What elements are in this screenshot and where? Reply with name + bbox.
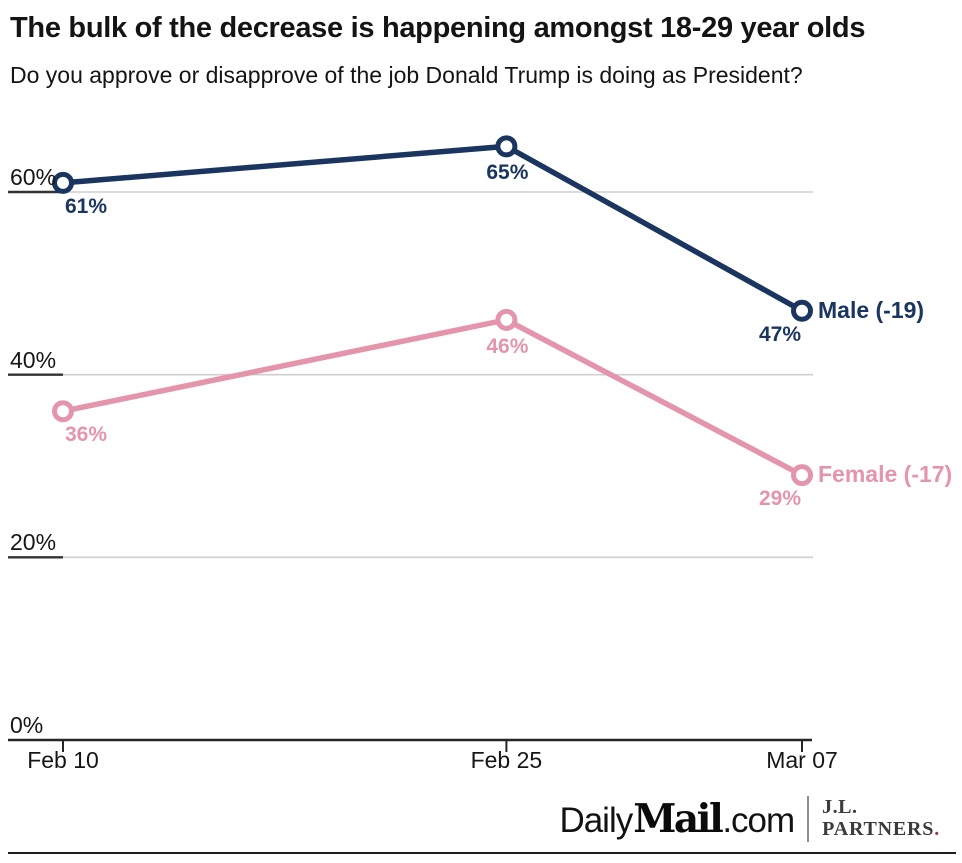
value-label-male-1: 65%	[486, 161, 529, 185]
x-axis-label-1: Feb 25	[470, 747, 543, 773]
series-end-label-male: Male (-19)	[818, 296, 925, 323]
data-point-male-0	[52, 171, 74, 194]
data-point-male-2	[791, 299, 813, 322]
value-label-female-2: 29%	[758, 487, 802, 511]
y-axis-label-40: 40%	[10, 346, 57, 373]
footer-logos: Daily Mail .com J.L. PARTNERS.	[559, 796, 940, 842]
y-axis-label-60: 60%	[10, 164, 57, 190]
bottom-rule	[8, 852, 956, 854]
data-point-female-0	[52, 400, 74, 423]
line-chart	[8, 135, 813, 752]
value-label-male-0: 61%	[64, 194, 108, 218]
dailymail-logo-daily: Daily	[559, 801, 633, 840]
jl-partners-line1: J.L.	[822, 796, 858, 819]
x-axis-label-2: Mar 07	[766, 747, 838, 773]
data-point-female-2	[791, 464, 813, 487]
dailymail-logo-mail: Mail	[633, 796, 724, 842]
data-point-male-1	[495, 135, 518, 158]
data-point-female-1	[495, 308, 518, 331]
series-line-male	[60, 143, 805, 314]
chart-title: The bulk of the decrease is happening am…	[10, 12, 866, 44]
y-axis-label-0: 0%	[10, 712, 44, 738]
jl-partners-logo: J.L. PARTNERS.	[822, 797, 940, 840]
y-axis-label-20: 20%	[10, 529, 57, 556]
series-line-female	[60, 316, 805, 478]
value-label-male-2: 47%	[758, 322, 802, 346]
dailymail-logo-com: .com	[722, 801, 795, 840]
dailymail-logo: Daily Mail .com	[559, 796, 795, 842]
series-end-label-female: Female (-17)	[818, 461, 953, 488]
jl-partners-period: .	[934, 818, 940, 840]
jl-partners-line2: PARTNERS.	[822, 818, 940, 840]
value-label-female-0: 36%	[64, 423, 108, 447]
chart-subtitle: Do you approve or disapprove of the job …	[10, 62, 803, 88]
x-axis-label-0: Feb 10	[27, 747, 99, 773]
value-label-female-1: 46%	[486, 334, 529, 358]
logo-divider	[807, 796, 810, 842]
